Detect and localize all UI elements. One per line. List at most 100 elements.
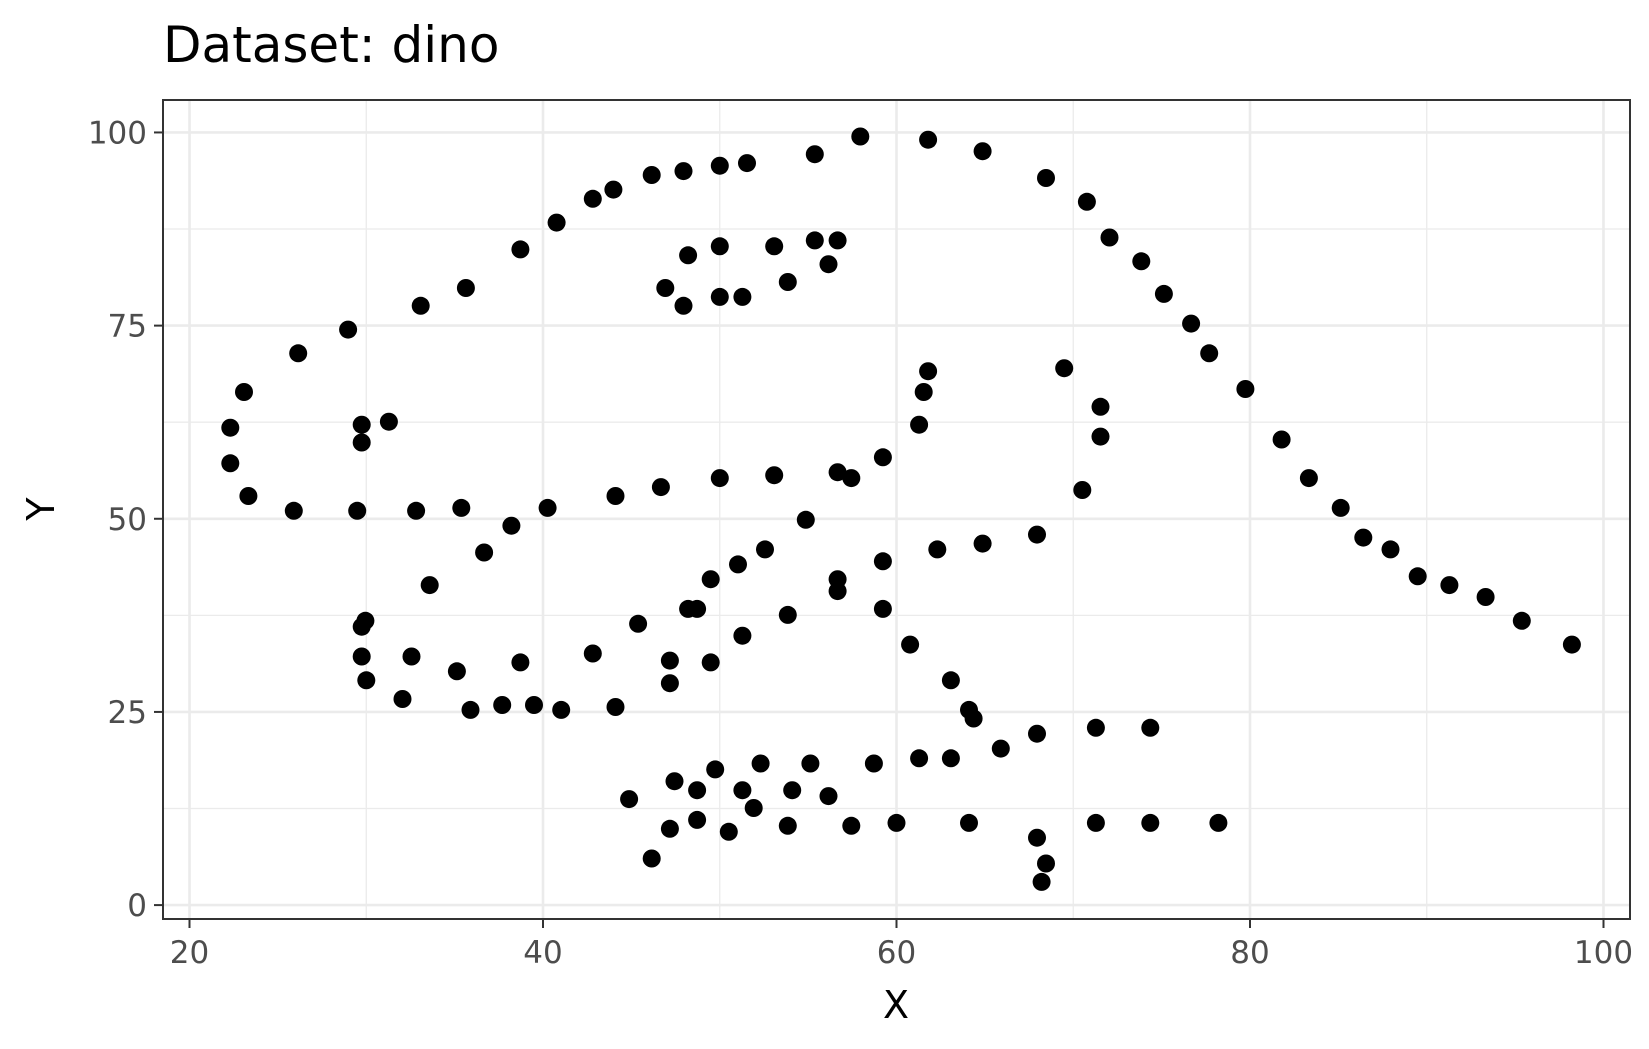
x-tick-label: 80 bbox=[1230, 935, 1269, 971]
data-point bbox=[778, 816, 797, 835]
data-point bbox=[583, 189, 602, 208]
data-point bbox=[1028, 724, 1046, 743]
data-point bbox=[379, 412, 398, 431]
data-point bbox=[352, 617, 371, 636]
data-point bbox=[420, 576, 439, 595]
x-tick-label: 100 bbox=[1574, 935, 1633, 971]
data-point bbox=[1141, 718, 1160, 737]
grid-lines bbox=[163, 100, 1630, 919]
data-point bbox=[919, 130, 938, 149]
data-point bbox=[901, 635, 920, 654]
data-point bbox=[873, 552, 892, 571]
data-point bbox=[1100, 228, 1119, 247]
data-point bbox=[447, 662, 466, 681]
y-tick-label: 0 bbox=[127, 888, 147, 924]
data-point bbox=[604, 180, 623, 199]
x-tick-label: 40 bbox=[523, 935, 562, 971]
data-point bbox=[778, 273, 797, 291]
x-tick-label: 20 bbox=[170, 935, 209, 971]
data-point bbox=[1299, 469, 1318, 488]
data-point bbox=[756, 540, 774, 559]
data-point bbox=[1028, 525, 1046, 544]
data-point bbox=[1154, 284, 1173, 303]
data-point bbox=[828, 570, 847, 589]
data-point bbox=[805, 231, 824, 250]
data-point bbox=[411, 296, 430, 315]
data-point bbox=[914, 383, 933, 401]
data-point bbox=[352, 433, 371, 452]
data-point bbox=[710, 237, 729, 256]
data-point bbox=[1209, 813, 1228, 832]
data-point bbox=[606, 487, 625, 505]
data-point bbox=[547, 213, 566, 232]
data-point bbox=[1032, 872, 1051, 891]
data-point bbox=[765, 237, 784, 256]
data-point bbox=[620, 790, 639, 809]
data-point bbox=[1086, 718, 1105, 737]
data-point bbox=[1028, 828, 1046, 847]
data-point bbox=[679, 246, 698, 265]
data-point bbox=[919, 362, 938, 381]
data-point bbox=[973, 142, 992, 161]
data-point bbox=[1476, 588, 1495, 606]
data-point bbox=[348, 501, 367, 520]
data-point bbox=[778, 605, 797, 624]
data-point bbox=[887, 813, 906, 832]
y-tick-label: 100 bbox=[88, 115, 147, 151]
data-point bbox=[710, 156, 729, 175]
y-axis-title: Y bbox=[19, 497, 63, 522]
data-point bbox=[583, 644, 602, 663]
data-point bbox=[1381, 540, 1400, 559]
data-point bbox=[864, 754, 883, 773]
data-point bbox=[873, 448, 892, 467]
data-point bbox=[538, 498, 557, 517]
data-point bbox=[502, 516, 521, 535]
data-point bbox=[941, 671, 960, 690]
data-point bbox=[819, 787, 838, 806]
data-point bbox=[729, 555, 747, 574]
data-point bbox=[706, 760, 725, 779]
data-point bbox=[1200, 344, 1219, 363]
x-axis: 20 40 60 80 100 bbox=[170, 919, 1633, 971]
data-point bbox=[738, 154, 756, 173]
data-point bbox=[357, 671, 376, 690]
data-point bbox=[642, 166, 661, 184]
data-point bbox=[1354, 528, 1373, 547]
data-point bbox=[339, 320, 358, 339]
data-point bbox=[221, 418, 240, 437]
data-point bbox=[461, 700, 480, 719]
data-point bbox=[710, 469, 729, 488]
data-point bbox=[1182, 314, 1201, 333]
data-point bbox=[1091, 397, 1110, 416]
data-point bbox=[651, 478, 670, 497]
data-point bbox=[552, 700, 571, 719]
chart-title: Dataset: dino bbox=[163, 16, 499, 74]
data-point bbox=[511, 653, 530, 672]
data-point bbox=[851, 127, 870, 146]
data-point bbox=[352, 647, 371, 666]
data-point bbox=[674, 162, 693, 181]
data-point bbox=[960, 813, 978, 832]
data-point bbox=[828, 463, 847, 482]
data-point bbox=[964, 709, 983, 728]
data-point bbox=[733, 287, 752, 306]
data-point bbox=[1077, 192, 1096, 211]
data-point bbox=[629, 614, 648, 633]
data-point bbox=[1132, 252, 1151, 271]
data-point bbox=[525, 696, 543, 714]
data-point bbox=[1331, 498, 1350, 517]
data-point bbox=[796, 510, 815, 529]
data-point bbox=[1408, 567, 1427, 586]
data-point bbox=[660, 674, 679, 693]
data-point bbox=[842, 816, 861, 835]
data-point bbox=[744, 799, 763, 817]
data-point bbox=[783, 781, 802, 800]
data-point bbox=[928, 540, 947, 559]
data-point bbox=[801, 754, 820, 773]
x-axis-title: X bbox=[883, 983, 909, 1027]
data-point bbox=[1037, 169, 1055, 187]
data-point bbox=[733, 626, 752, 645]
data-point bbox=[973, 534, 992, 553]
data-point bbox=[393, 690, 412, 708]
